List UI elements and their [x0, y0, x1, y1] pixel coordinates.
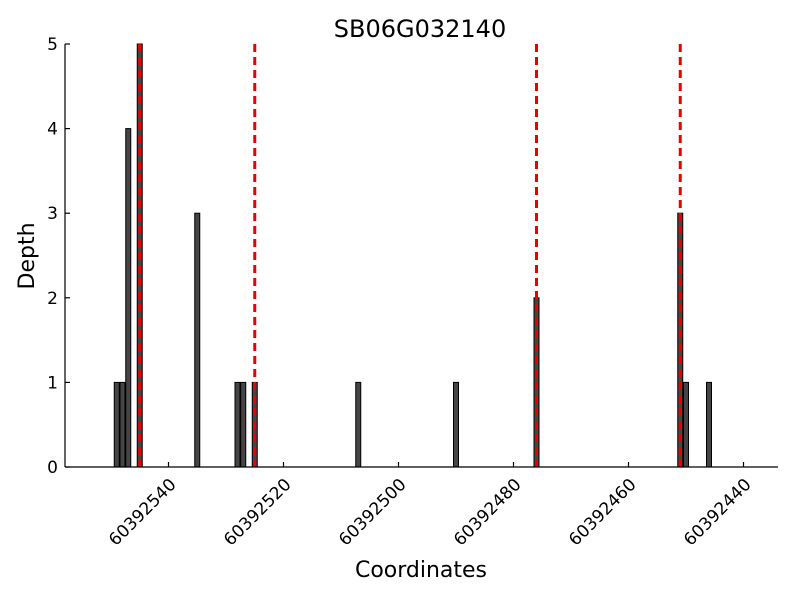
bar-5	[234, 381, 241, 468]
bar-8	[355, 381, 362, 468]
axes-group	[64, 44, 778, 468]
x-axis-label: Coordinates	[355, 558, 487, 583]
bar-9	[453, 381, 459, 468]
y-tick-label-5: 5	[47, 35, 58, 55]
bar-12	[683, 381, 689, 468]
y-tick-label-3: 3	[47, 204, 58, 224]
bar-0	[113, 381, 120, 468]
x-tick-label-3: 60392480	[450, 475, 525, 550]
y-tick-label-4: 4	[47, 120, 58, 140]
y-axis-label: Depth	[15, 222, 40, 289]
bar-2	[125, 128, 132, 468]
x-tick-label-1: 60392520	[220, 475, 295, 550]
bar-6	[240, 381, 247, 468]
bars-group	[113, 43, 712, 468]
x-tick-label-5: 60392440	[680, 475, 755, 550]
x-tick-label-2: 60392500	[335, 475, 410, 550]
x-tick-label-0: 60392540	[105, 475, 180, 550]
bar-4	[194, 212, 201, 468]
chart-title: SB06G032140	[334, 15, 506, 43]
bar-13	[706, 381, 712, 468]
ticks-group: 0 1 2 3 4 5 60392540 60392520 60392500 60392480 60…	[47, 35, 755, 550]
y-tick-label-1: 1	[47, 373, 58, 393]
reference-lines-group	[138, 44, 682, 467]
x-tick-label-4: 60392460	[565, 475, 640, 550]
y-tick-label-2: 2	[47, 289, 58, 309]
y-tick-label-0: 0	[47, 458, 58, 478]
bar-1	[119, 381, 126, 468]
